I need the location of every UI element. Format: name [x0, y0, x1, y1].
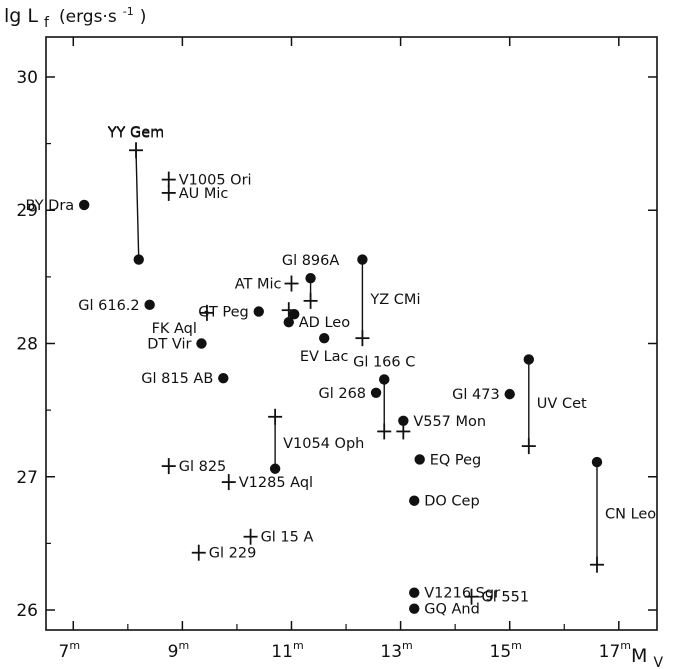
x-tick-label: 9m: [168, 639, 190, 662]
dot-marker: [319, 332, 330, 344]
point-label: AU Mic: [179, 186, 229, 202]
point-label: Gl 551: [482, 590, 530, 606]
dot-marker: [379, 374, 390, 385]
dot-marker: [218, 372, 229, 384]
point-label: YY Gem: [107, 125, 165, 141]
dot-marker: [504, 388, 515, 400]
dot-marker: [133, 254, 144, 265]
point-label: GT Peg: [198, 305, 249, 321]
x-axis-title: M V: [631, 645, 663, 669]
connector-label: UV Cet: [537, 396, 587, 412]
point-label: AD Leo: [299, 315, 350, 331]
point-label: V1285 Aql: [239, 475, 313, 491]
dot-marker: [414, 454, 425, 465]
connector-line: [135, 150, 140, 260]
point-label: DT Vir: [147, 336, 191, 352]
dot-marker: [144, 299, 155, 311]
connector-label: V1054 Oph: [283, 436, 364, 452]
y-axis-title-unit-sup: -1: [123, 5, 134, 18]
point-label: EV Lac: [300, 349, 349, 365]
connector-label: CN Leo: [605, 506, 656, 522]
dot-marker: [591, 456, 603, 468]
y-axis-title: lg L f (ergs·s -1 ): [4, 0, 146, 32]
dot-marker: [409, 587, 420, 598]
y-axis-title-unit: (ergs·s: [59, 7, 117, 27]
dot-marker: [357, 254, 368, 265]
y-tick-label: 27: [16, 468, 38, 488]
y-axis-title-unit-close: ): [140, 7, 147, 27]
connector-label: YY Gem: [107, 124, 165, 140]
point-label: Gl 896A: [282, 253, 340, 269]
y-tick-label: 28: [16, 334, 38, 354]
x-tick-label: 13m: [380, 639, 412, 662]
point-label: Gl 616.2: [78, 298, 139, 314]
point-label: V1005 Ori: [179, 173, 252, 189]
dot-marker: [409, 603, 420, 614]
point-label: EQ Peg: [430, 452, 482, 468]
dot-marker: [283, 316, 294, 328]
y-axis-title-main: lg L: [4, 5, 38, 27]
dot-marker: [409, 495, 420, 506]
x-axis-title-sub: V: [653, 655, 663, 669]
dot-marker: [289, 308, 300, 320]
dot-marker: [370, 387, 382, 398]
dot-marker: [78, 199, 90, 211]
point-label: AT Mic: [235, 277, 282, 293]
dot-marker: [523, 354, 534, 365]
x-tick-label: 7m: [59, 639, 81, 662]
point-label: V1216 Sgr: [424, 586, 500, 602]
point-label: BY Dra: [26, 198, 75, 214]
point-label: Gl 815 AB: [141, 371, 213, 387]
dot-marker: [398, 415, 409, 426]
point-label: FK Aql: [152, 321, 197, 337]
point-label: Gl 825: [179, 459, 227, 475]
connector-label: YZ CMi: [369, 292, 420, 308]
point-label: Gl 166 C: [353, 354, 415, 370]
point-label: Gl 473: [452, 387, 500, 403]
chart-axes: 7m 9m 11m 13m 15m 17m 26 27 28 29 30: [16, 36, 658, 662]
point-label: Gl 229: [209, 546, 257, 562]
x-tick-label: 17m: [599, 639, 631, 662]
data-markers: [78, 142, 604, 614]
plot-frame: [45, 36, 658, 631]
x-axis-title-main: M: [631, 645, 647, 667]
dot-marker: [305, 272, 316, 284]
point-label: DO Cep: [424, 494, 479, 510]
point-label: V557 Mon: [413, 414, 486, 430]
dot-marker: [269, 463, 281, 474]
star-connector-lines: [135, 150, 598, 565]
point-label: Gl 15 A: [261, 530, 314, 546]
point-label: GQ And: [424, 602, 480, 618]
point-label: Gl 268: [318, 386, 366, 402]
x-tick-label: 15m: [490, 639, 522, 662]
dot-marker: [196, 338, 207, 349]
dot-marker: [253, 306, 264, 317]
y-axis-title-sub: f: [44, 15, 50, 31]
y-tick-label: 30: [16, 68, 38, 88]
x-tick-label: 11m: [271, 639, 303, 662]
y-tick-label: 29: [16, 201, 38, 221]
y-tick-label: 26: [16, 601, 38, 621]
